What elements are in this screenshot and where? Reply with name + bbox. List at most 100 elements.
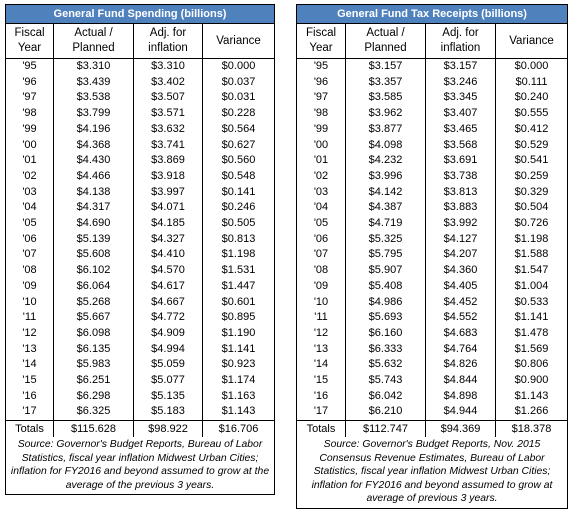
fiscal-year-cell: '02 (296, 168, 346, 185)
actual-cell: $6.160 (345, 325, 426, 342)
actual-cell: $4.430 (53, 153, 134, 169)
fiscal-year-cell: '01 (5, 153, 54, 169)
adjusted-cell: $4.909 (133, 325, 203, 342)
col-header-actual-planned: Actual / Planned (53, 23, 134, 59)
variance-cell: $0.240 (494, 90, 569, 107)
variance-cell: $1.163 (201, 388, 276, 405)
fiscal-year-cell: '12 (5, 325, 54, 342)
actual-cell: $5.693 (345, 310, 426, 326)
adjusted-cell: $4.844 (425, 373, 496, 389)
variance-cell: $0.555 (494, 106, 569, 122)
fiscal-year-cell: '97 (296, 90, 346, 107)
fiscal-year-cell: '00 (296, 137, 346, 154)
fiscal-year-cell: '10 (5, 294, 54, 311)
variance-cell: $1.198 (201, 247, 276, 264)
actual-cell: $3.799 (53, 106, 134, 122)
table-row: '10 $4.986 $4.452 $0.533 (296, 294, 569, 311)
table-row: '03 $4.142 $3.813 $0.329 (296, 184, 569, 201)
adjusted-cell: $4.944 (425, 404, 496, 421)
table-row: '16 $6.298 $5.135 $1.163 (5, 388, 276, 405)
table-row: '05 $4.690 $4.185 $0.505 (5, 216, 276, 232)
variance-cell: $1.447 (201, 278, 276, 295)
fiscal-year-cell: '15 (5, 373, 54, 389)
adjusted-cell: $3.465 (425, 121, 496, 138)
table-row: '14 $5.632 $4.826 $0.806 (296, 357, 569, 374)
actual-cell: $5.608 (53, 247, 134, 264)
variance-cell: $0.111 (494, 74, 569, 91)
fiscal-year-cell: '95 (5, 58, 54, 75)
fiscal-year-cell: '13 (296, 341, 346, 358)
table-row: '01 $4.232 $3.691 $0.541 (296, 153, 569, 169)
spending-totals-row: Totals $115.628 $98.922 $16.706 (5, 420, 276, 438)
table-row: '96 $3.439 $3.402 $0.037 (5, 74, 276, 91)
table-row: '08 $6.102 $4.570 $1.531 (5, 263, 276, 279)
fiscal-year-cell: '03 (5, 184, 54, 201)
table-row: '08 $5.907 $4.360 $1.547 (296, 263, 569, 279)
fiscal-year-cell: '05 (296, 216, 346, 232)
fiscal-year-cell: '08 (296, 263, 346, 279)
variance-cell: $0.031 (201, 90, 276, 107)
adjusted-cell: $3.157 (425, 58, 496, 75)
adjusted-cell: $5.077 (133, 373, 203, 389)
table-row: '99 $3.877 $3.465 $0.412 (296, 121, 569, 138)
actual-cell: $5.983 (53, 357, 134, 374)
actual-cell: $4.317 (53, 200, 134, 217)
table-row: '02 $4.466 $3.918 $0.548 (5, 168, 276, 185)
variance-cell: $1.141 (494, 310, 569, 326)
fiscal-year-cell: '09 (5, 278, 54, 295)
adjusted-cell: $4.898 (425, 388, 496, 405)
variance-cell: $0.412 (494, 121, 569, 138)
adjusted-cell: $4.207 (425, 247, 496, 264)
actual-cell: $4.142 (345, 184, 426, 201)
actual-cell: $4.387 (345, 200, 426, 217)
actual-cell: $5.743 (345, 373, 426, 389)
actual-cell: $3.996 (345, 168, 426, 185)
fiscal-year-cell: '98 (5, 106, 54, 122)
table-row: '10 $5.268 $4.667 $0.601 (5, 294, 276, 311)
adjusted-cell: $3.345 (425, 90, 496, 107)
actual-cell: $5.268 (53, 294, 134, 311)
table-row: '11 $5.693 $4.552 $1.141 (296, 310, 569, 326)
variance-cell: $1.141 (201, 341, 276, 358)
fiscal-year-cell: '00 (5, 137, 54, 154)
col-header-fiscal-year: Fiscal Year (5, 23, 54, 59)
fiscal-year-cell: '06 (5, 231, 54, 248)
actual-cell: $4.098 (345, 137, 426, 154)
receipts-source-note: Source: Governor's Budget Reports, Nov. … (295, 437, 569, 509)
actual-cell: $3.439 (53, 74, 134, 91)
table-row: '95 $3.157 $3.157 $0.000 (296, 58, 569, 75)
table-row: '17 $6.210 $4.944 $1.266 (296, 404, 569, 421)
fiscal-year-cell: '95 (296, 58, 346, 75)
adjusted-cell: $3.691 (425, 153, 496, 169)
fiscal-year-cell: '96 (5, 74, 54, 91)
variance-cell: $0.541 (494, 153, 569, 169)
variance-cell: $0.726 (494, 216, 569, 232)
fiscal-year-cell: '16 (5, 388, 54, 405)
adjusted-cell: $4.552 (425, 310, 496, 326)
receipts-table-title: General Fund Tax Receipts (billions) (295, 4, 569, 24)
adjusted-cell: $4.071 (133, 200, 203, 217)
variance-cell: $1.143 (494, 388, 569, 405)
variance-cell: $0.560 (201, 153, 276, 169)
variance-cell: $1.478 (494, 325, 569, 342)
actual-cell: $6.098 (53, 325, 134, 342)
adjusted-cell: $3.568 (425, 137, 496, 154)
adjusted-cell: $4.405 (425, 278, 496, 295)
fiscal-year-cell: '03 (296, 184, 346, 201)
table-row: '99 $4.196 $3.632 $0.564 (5, 121, 276, 138)
adjusted-cell: $4.683 (425, 325, 496, 342)
table-row: '17 $6.325 $5.183 $1.143 (5, 404, 276, 421)
fiscal-year-cell: '15 (296, 373, 346, 389)
actual-cell: $6.333 (345, 341, 426, 358)
table-row: '12 $6.098 $4.909 $1.190 (5, 325, 276, 342)
table-row: '97 $3.585 $3.345 $0.240 (296, 90, 569, 107)
adjusted-cell: $3.738 (425, 168, 496, 185)
adjusted-cell: $3.507 (133, 90, 203, 107)
adjusted-cell: $3.918 (133, 168, 203, 185)
actual-cell: $3.877 (345, 121, 426, 138)
adjusted-cell: $3.997 (133, 184, 203, 201)
actual-cell: $6.064 (53, 278, 134, 295)
fiscal-year-cell: '14 (5, 357, 54, 374)
adjusted-cell: $4.826 (425, 357, 496, 374)
fiscal-year-cell: '16 (296, 388, 346, 405)
